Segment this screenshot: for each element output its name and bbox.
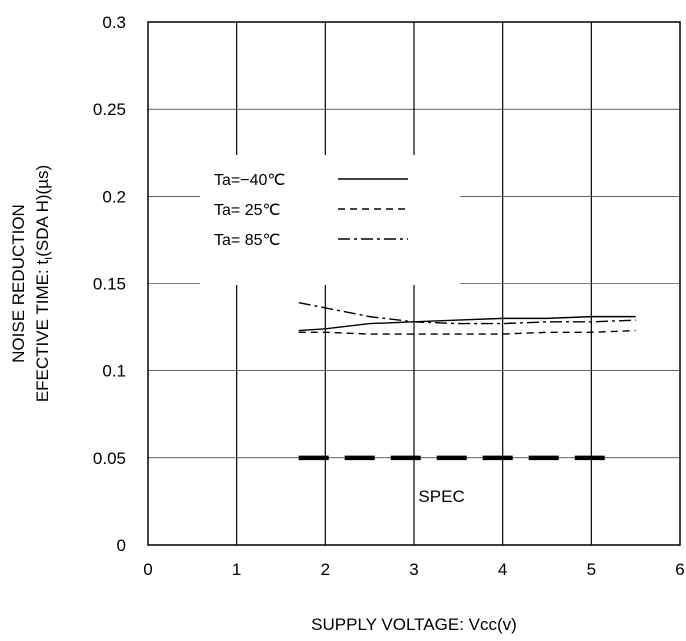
x-tick-label: 0 xyxy=(143,560,152,579)
x-tick-label: 5 xyxy=(587,560,596,579)
series-group xyxy=(298,301,636,335)
plot-frame xyxy=(147,21,681,546)
spec-label: SPEC xyxy=(418,487,464,506)
y-axis-title-subscript: I xyxy=(43,257,55,260)
y-tick-label: 0.05 xyxy=(93,449,126,468)
legend-label-3: Ta= 85℃ xyxy=(214,232,280,249)
legend-box xyxy=(200,155,460,285)
x-axis-title: SUPPLY VOLTAGE: Vcc(v) xyxy=(311,615,517,634)
y-tick-label: 0.15 xyxy=(93,275,126,294)
series-line-3 xyxy=(298,301,636,325)
y-tick-label: 0.1 xyxy=(102,362,126,381)
y-tick-label: 0.25 xyxy=(93,100,126,119)
x-tick-label: 1 xyxy=(232,560,241,579)
x-tick-label: 6 xyxy=(675,560,684,579)
y-axis-title-line2: EFECTIVE TIME: tI(SDA H)(µs) xyxy=(33,165,55,402)
y-axis-title-main: EFECTIVE TIME: t xyxy=(33,260,52,403)
y-tick-label: 0 xyxy=(117,536,126,555)
legend-label-1: Ta=−40℃ xyxy=(214,172,285,189)
y-axis-title-suffix: (SDA H)(µs) xyxy=(33,165,52,257)
y-tick-label: 0.2 xyxy=(102,187,126,206)
series-line-1 xyxy=(298,315,636,332)
tick-labels: 0 1 2 3 4 5 6 0 0.05 0.1 0.15 0.2 0.25 0.3 xyxy=(93,13,685,579)
x-tick-label: 2 xyxy=(321,560,330,579)
x-tick-label: 3 xyxy=(409,560,418,579)
y-tick-label: 0.3 xyxy=(102,13,126,32)
y-axis-title-line1: NOISE REDUCTION xyxy=(9,204,28,363)
legend-label-2: Ta= 25℃ xyxy=(214,202,280,219)
series-line-2 xyxy=(298,329,636,335)
x-tick-label: 4 xyxy=(498,560,507,579)
legend: Ta=−40℃ Ta= 25℃ Ta= 85℃ xyxy=(214,172,408,249)
